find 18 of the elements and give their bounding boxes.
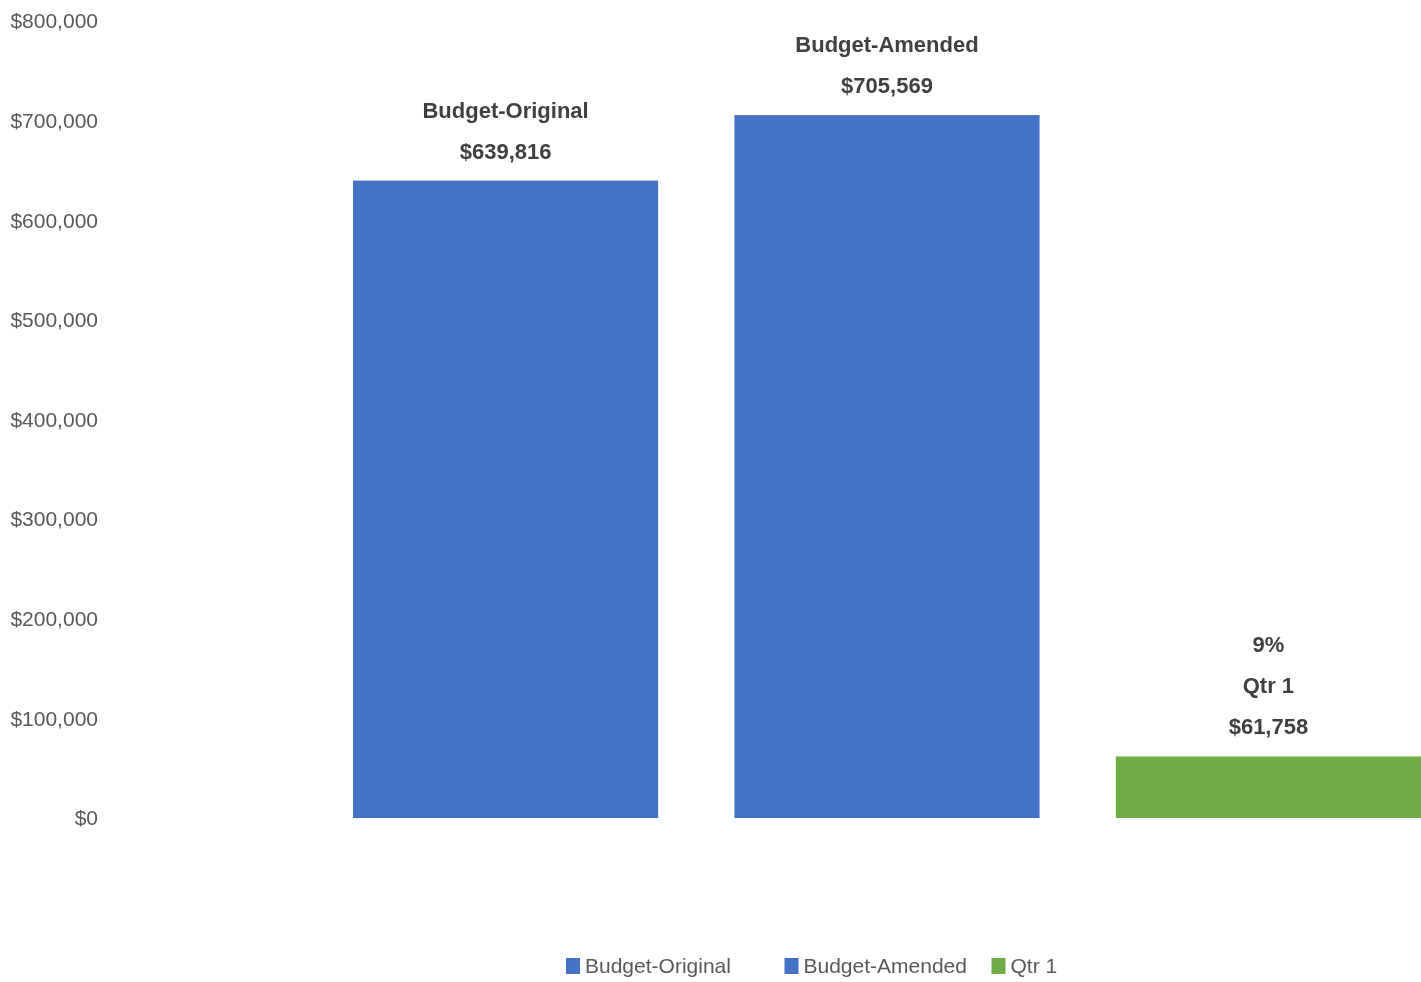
y-tick-label: $400,000 <box>10 407 98 431</box>
data-label: Budget-Original $639,816 <box>422 97 589 164</box>
y-tick-label: $100,000 <box>10 706 98 730</box>
y-tick-label: $700,000 <box>10 108 98 132</box>
y-tick-label: $300,000 <box>10 507 98 531</box>
bar <box>1115 756 1421 818</box>
y-tick-label: $200,000 <box>10 607 98 631</box>
y-tick-label: $600,000 <box>10 208 98 232</box>
data-label: 9% Qtr 1 $61,758 <box>1228 632 1309 740</box>
y-tick-label: $800,000 <box>10 9 98 33</box>
data-label: Budget-Amended $705,569 <box>795 32 979 99</box>
legend-label: Budget-Original <box>585 954 731 978</box>
legend-label: Qtr 1 <box>1010 954 1058 978</box>
y-tick-label: $0 <box>74 806 98 830</box>
bar <box>734 115 1040 818</box>
bar <box>353 180 659 818</box>
y-tick-label: $500,000 <box>10 308 98 332</box>
legend-label: Budget-Amended <box>803 954 967 978</box>
